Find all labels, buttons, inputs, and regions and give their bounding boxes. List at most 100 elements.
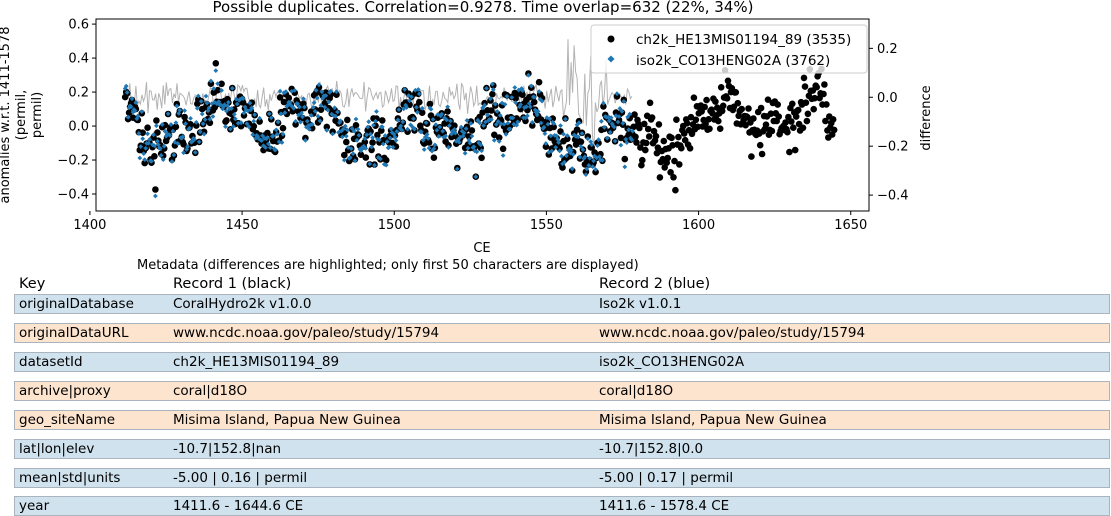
record1-point [556, 145, 563, 152]
record2-point [288, 102, 294, 108]
record2-point [555, 136, 560, 142]
metadata-record1-value: Misima Island, Papua New Guinea [173, 412, 401, 428]
record1-point [642, 139, 650, 147]
record1-point [734, 99, 742, 107]
record2-point [281, 90, 287, 96]
record1-point [382, 156, 390, 164]
record2-point [426, 145, 432, 151]
record2-point [578, 144, 584, 149]
record2-point [503, 131, 509, 137]
difference-line [124, 39, 633, 149]
record2-point [387, 135, 393, 141]
record2-point [215, 81, 221, 86]
record2-point [428, 106, 434, 112]
legend-marker-record1 [607, 35, 615, 43]
record1-point [690, 94, 698, 101]
record2-point [142, 157, 148, 163]
record1-point [656, 174, 664, 181]
record2-point [370, 135, 375, 141]
record2-point [562, 159, 567, 165]
record2-point [133, 100, 139, 105]
record2-point [484, 86, 489, 91]
record2-point [527, 104, 533, 110]
record1-point [738, 105, 745, 113]
record2-point [319, 89, 325, 95]
record2-point [369, 144, 374, 150]
record2-point [350, 151, 356, 157]
record2-point [500, 153, 506, 158]
record1-point [637, 144, 644, 151]
record2-point [338, 118, 343, 124]
record2-point [169, 159, 175, 164]
metadata-record1-value: CoralHydro2k v1.0.0 [173, 296, 312, 312]
metadata-record1-value: -5.00 | 0.16 | permil [173, 470, 308, 486]
record1-point [703, 96, 710, 104]
record2-point [415, 87, 421, 92]
record1-point [794, 106, 802, 114]
record2-point [618, 142, 624, 148]
metadata-row-lat-lon-elev: lat|lon|elev -10.7|152.8|nan -10.7|152.8… [14, 439, 1110, 459]
record2-point [301, 96, 306, 102]
record2-point [228, 126, 233, 132]
record2-point [495, 119, 501, 124]
record1-point [768, 127, 776, 135]
record2-point [475, 117, 481, 123]
record2-point [447, 123, 452, 128]
record1-point [613, 93, 621, 100]
record2-point [468, 121, 474, 126]
record2-point [367, 161, 373, 167]
y-axis-label-line: (permil, [14, 90, 29, 140]
metadata-record1-value: 1411.6 - 1644.6 CE [173, 498, 304, 514]
record2-point [626, 127, 632, 133]
record1-point [673, 116, 680, 123]
record2-point [149, 158, 154, 164]
record1-point [804, 110, 812, 118]
record1-point [488, 107, 495, 114]
record2-point [195, 93, 201, 99]
record2-point [315, 113, 321, 119]
record2-point [213, 68, 219, 73]
record2-point [379, 124, 385, 130]
record1-point [680, 130, 688, 137]
record2-point [613, 113, 619, 119]
record1-point [559, 164, 566, 171]
record2-point [491, 137, 497, 143]
record2-point [416, 91, 422, 97]
record2-point [151, 132, 156, 138]
record2-point [606, 118, 612, 124]
record1-point [675, 133, 682, 141]
record1-point [802, 99, 810, 106]
record2-point [537, 97, 543, 102]
record1-point [706, 125, 713, 133]
record1-point [292, 121, 299, 128]
record2-point [551, 121, 557, 126]
record1-point [669, 142, 676, 149]
legend-label-record2: iso2k_CO13HENG02A (3762) [636, 53, 830, 69]
record1-point [600, 103, 607, 110]
record1-point [237, 122, 245, 130]
record2-point [238, 120, 244, 126]
record2-point [300, 114, 305, 120]
record1-point [715, 117, 722, 125]
metadata-header-record2: Record 2 (blue) [599, 276, 711, 292]
record2-point [421, 147, 427, 152]
record2-point [399, 127, 405, 133]
record2-point [314, 95, 320, 101]
record1-point [756, 141, 764, 149]
record2-point [223, 124, 228, 129]
record1-point [750, 115, 757, 122]
record1-point [757, 104, 765, 112]
record2-point [210, 114, 216, 119]
record2-point [412, 126, 417, 132]
record1-point [800, 74, 808, 82]
record2-point [564, 153, 569, 159]
record1-point [667, 169, 674, 176]
record2-point [204, 100, 210, 106]
record2-point [556, 140, 561, 145]
record2-point [237, 96, 243, 102]
record2-point [493, 122, 499, 127]
record2-point [368, 131, 373, 137]
record1-point [792, 113, 800, 120]
y-tick-label: 0.2 [68, 86, 89, 101]
record1-point [621, 155, 629, 163]
